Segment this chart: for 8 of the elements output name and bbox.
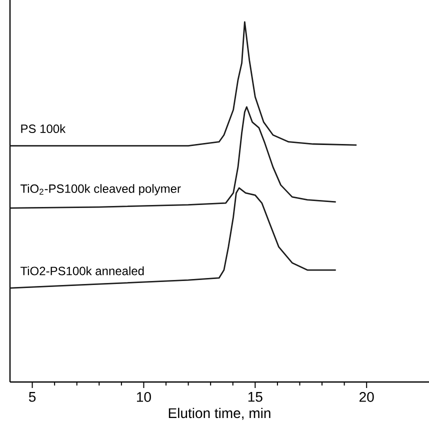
x-tick-label: 20 bbox=[360, 392, 374, 402]
x-tick-label: 10 bbox=[137, 392, 151, 402]
series-label: TiO$_{2}$-PS100k cleaved polymer bbox=[20, 184, 181, 196]
x-axis-title: Elution time, min bbox=[168, 408, 270, 420]
x-tick-label: 5 bbox=[28, 392, 36, 402]
series-label: TiO2-PS100k annealed bbox=[20, 266, 144, 276]
series-label: PS 100k bbox=[21, 124, 66, 134]
x-tick-label: 15 bbox=[248, 392, 262, 402]
